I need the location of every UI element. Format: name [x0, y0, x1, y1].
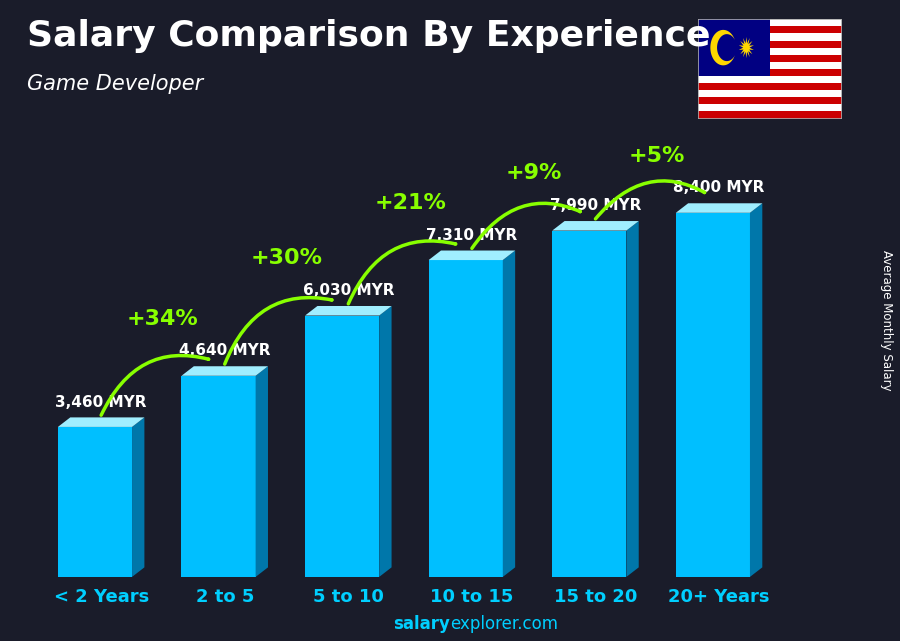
Polygon shape	[58, 427, 132, 577]
FancyArrowPatch shape	[596, 181, 705, 219]
Text: Game Developer: Game Developer	[27, 74, 203, 94]
Text: Average Monthly Salary: Average Monthly Salary	[880, 250, 893, 391]
Polygon shape	[698, 33, 842, 40]
Text: 7,990 MYR: 7,990 MYR	[550, 198, 641, 213]
Polygon shape	[428, 251, 515, 260]
Polygon shape	[553, 231, 626, 577]
Polygon shape	[132, 417, 144, 577]
Polygon shape	[698, 26, 842, 33]
Text: +9%: +9%	[506, 163, 562, 183]
FancyArrowPatch shape	[101, 356, 209, 415]
FancyArrowPatch shape	[472, 203, 580, 248]
Polygon shape	[739, 37, 754, 58]
Polygon shape	[698, 54, 842, 62]
Polygon shape	[750, 203, 762, 577]
Polygon shape	[182, 376, 256, 577]
FancyArrowPatch shape	[225, 297, 332, 364]
Polygon shape	[698, 19, 842, 26]
Text: 6,030 MYR: 6,030 MYR	[302, 283, 394, 298]
FancyArrowPatch shape	[348, 241, 455, 304]
Polygon shape	[428, 260, 503, 577]
Polygon shape	[676, 203, 762, 213]
Text: salary: salary	[393, 615, 450, 633]
Polygon shape	[698, 104, 842, 112]
Polygon shape	[626, 221, 639, 577]
Text: 4,640 MYR: 4,640 MYR	[179, 344, 271, 358]
Polygon shape	[503, 251, 515, 577]
Polygon shape	[553, 221, 639, 231]
Polygon shape	[698, 62, 842, 69]
Text: +5%: +5%	[629, 146, 686, 165]
Polygon shape	[305, 306, 392, 315]
Polygon shape	[676, 213, 750, 577]
Text: 8,400 MYR: 8,400 MYR	[673, 181, 765, 196]
Polygon shape	[698, 47, 842, 54]
Polygon shape	[58, 417, 144, 427]
Text: +21%: +21%	[374, 193, 446, 213]
Text: 3,460 MYR: 3,460 MYR	[56, 395, 147, 410]
Polygon shape	[698, 19, 770, 76]
Polygon shape	[698, 83, 842, 90]
Text: Salary Comparison By Experience: Salary Comparison By Experience	[27, 19, 710, 53]
Text: +30%: +30%	[250, 248, 322, 269]
Polygon shape	[698, 69, 842, 76]
Polygon shape	[698, 112, 842, 119]
Polygon shape	[256, 366, 268, 577]
Polygon shape	[379, 306, 392, 577]
Polygon shape	[698, 40, 842, 47]
Text: explorer.com: explorer.com	[450, 615, 558, 633]
Polygon shape	[305, 315, 379, 577]
Text: +34%: +34%	[127, 308, 199, 329]
Polygon shape	[698, 90, 842, 97]
Text: 7,310 MYR: 7,310 MYR	[427, 228, 518, 243]
Polygon shape	[182, 366, 268, 376]
Polygon shape	[698, 76, 842, 83]
Polygon shape	[698, 97, 842, 104]
Polygon shape	[710, 30, 735, 65]
